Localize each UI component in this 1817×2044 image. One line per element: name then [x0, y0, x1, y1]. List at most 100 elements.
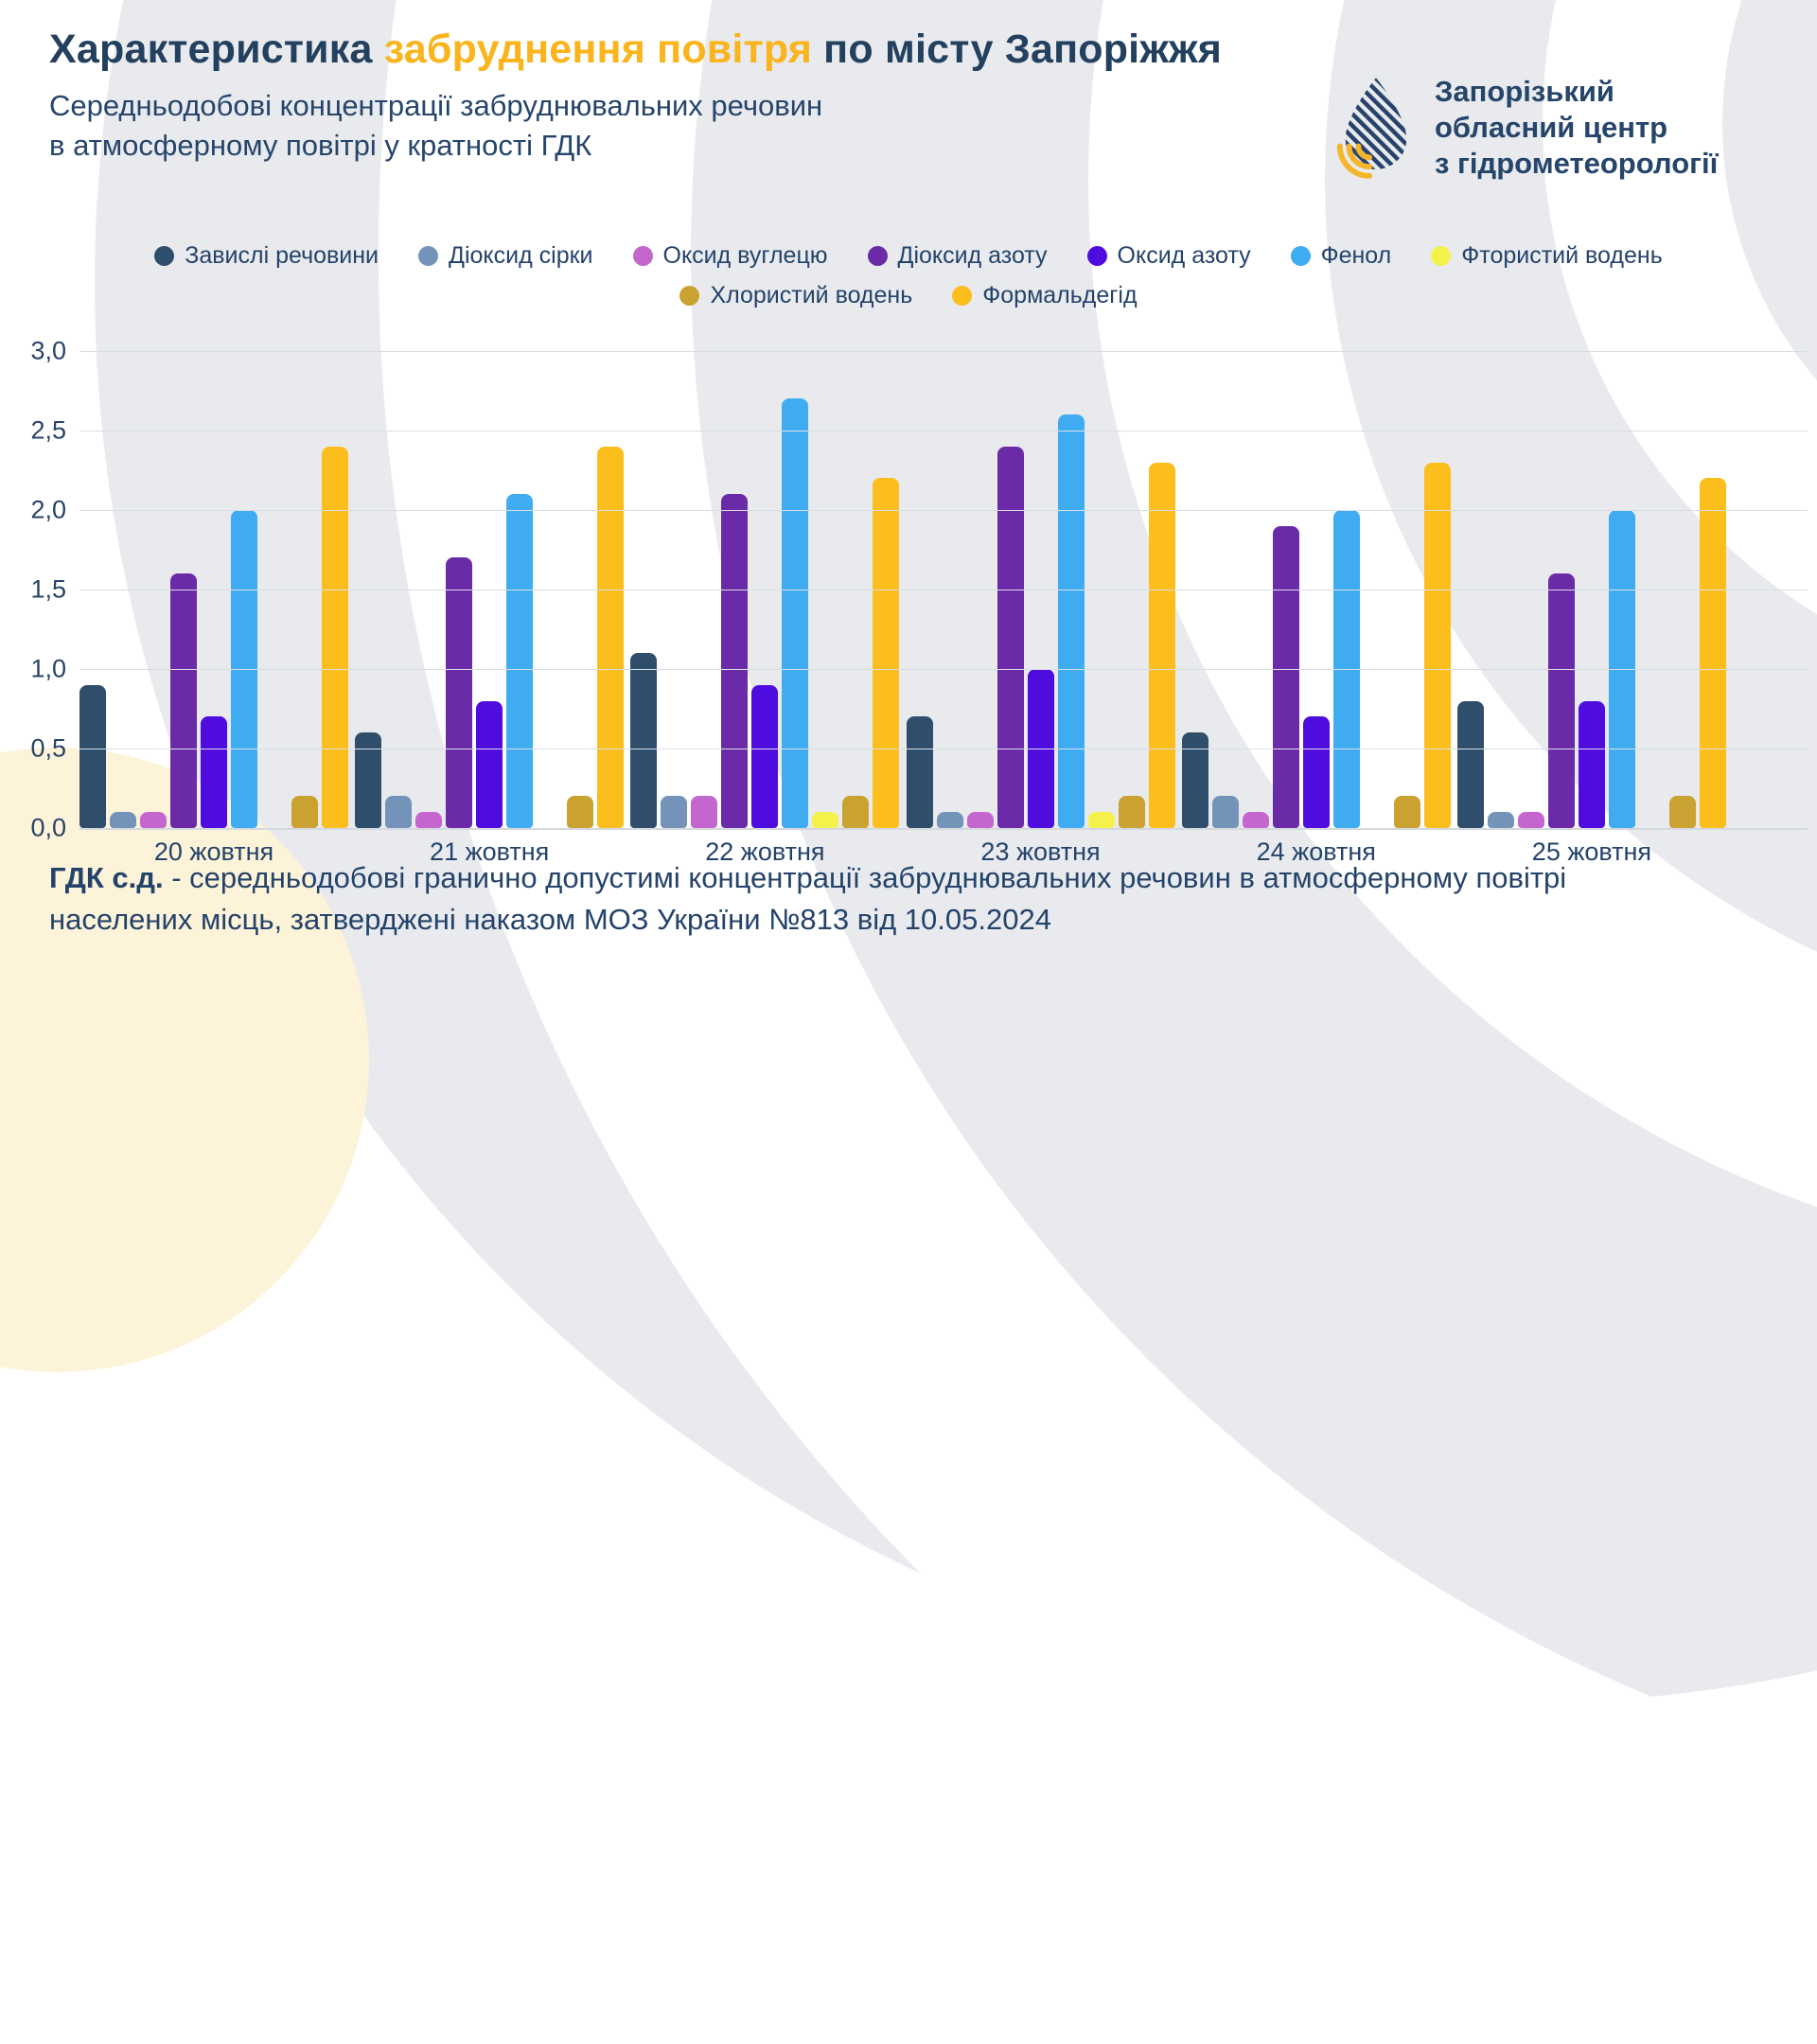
bar [936, 812, 963, 828]
bar [1547, 573, 1575, 828]
title-part1: Характеристика [49, 26, 384, 72]
legend-dot-icon [632, 246, 653, 266]
y-axis-tick-label: 1,0 [30, 654, 66, 683]
bar [721, 494, 749, 828]
bar [1272, 526, 1299, 828]
bar [1668, 796, 1696, 828]
legend-label: Хлористий водень [710, 282, 913, 308]
bar [567, 796, 594, 828]
bar [997, 447, 1024, 828]
bar [661, 796, 688, 828]
bar [506, 494, 534, 828]
org-logo: Запорізький обласний центр з гідрометеор… [1332, 74, 1718, 182]
y-axis: 3,0 2,5 2,0 1,5 1,0 0,5 0,0 [13, 337, 66, 842]
bar [355, 732, 382, 828]
bar [140, 812, 167, 828]
bar [906, 716, 933, 828]
chart-legend: Завислі речовини Діоксид сірки Оксид вугле… [0, 242, 1817, 309]
legend-dot-icon [1431, 246, 1452, 266]
y-axis-tick-label: 3,0 [30, 336, 66, 365]
page-title: Характеристика забруднення повітря по мі… [49, 26, 1222, 73]
bar [79, 685, 106, 828]
legend-row: Завислі речовини Діоксид сірки Оксид вугле… [154, 242, 1663, 270]
legend-dot-icon [679, 286, 700, 306]
bar [842, 796, 870, 828]
org-logo-text: Запорізький обласний центр з гідрометеор… [1435, 75, 1719, 181]
y-axis-tick-label: 0,5 [30, 733, 66, 763]
legend-item: Фтористий водень [1431, 242, 1663, 270]
bar [385, 796, 413, 828]
bar [1578, 701, 1605, 828]
legend-row: Хлористий водень Формальдегід [679, 282, 1138, 309]
bar [1118, 796, 1145, 828]
bar [1302, 716, 1330, 828]
y-axis-tick-label: 2,5 [30, 415, 66, 445]
legend-label: Формальдегід [982, 282, 1138, 308]
legend-label: Завислі речовини [185, 242, 379, 269]
legend-item: Фенол [1290, 242, 1392, 270]
bar [1456, 701, 1484, 828]
bar [1087, 812, 1115, 828]
legend-item: Діоксид азоту [867, 242, 1048, 270]
bar [1242, 812, 1269, 828]
bar [1487, 812, 1514, 828]
legend-dot-icon [154, 246, 175, 266]
legend-label: Фтористий водень [1461, 242, 1663, 269]
legend-label: Діоксид азоту [897, 242, 1048, 269]
legend-label: Оксид азоту [1117, 242, 1251, 269]
bar [1181, 732, 1208, 828]
y-axis-tick-label: 1,5 [30, 574, 66, 604]
bar [812, 812, 839, 828]
page-subtitle: Середньодобові концентрації забруднюваль… [49, 89, 823, 163]
legend-item: Оксид вуглецю [632, 242, 828, 270]
bar [966, 812, 994, 828]
bar [630, 653, 658, 828]
bar [201, 716, 227, 828]
bar [1057, 414, 1085, 828]
bar [110, 812, 136, 828]
legend-item: Хлористий водень [679, 282, 912, 309]
bar [322, 447, 348, 828]
bar [291, 796, 318, 828]
legend-item: Оксид азоту [1086, 242, 1251, 270]
bar [1699, 478, 1726, 828]
bar [415, 812, 443, 828]
legend-label: Діоксид сірки [449, 242, 593, 269]
bar [170, 573, 197, 828]
bar [782, 398, 809, 828]
gridline [79, 669, 1808, 670]
bar [691, 796, 718, 828]
bar [1211, 796, 1239, 828]
gridline [79, 431, 1808, 432]
x-axis-baseline [79, 828, 1808, 830]
bar [1517, 812, 1544, 828]
gridline [79, 351, 1808, 352]
footnote: ГДК с.д. - середньодобові гранично допус… [49, 857, 1701, 941]
footnote-text: - середньодобові гранично допустимі конц… [49, 861, 1567, 937]
bar [597, 447, 625, 828]
legend-label: Оксид вуглецю [662, 242, 828, 269]
y-axis-tick-label: 0,0 [30, 813, 66, 842]
bar [751, 685, 779, 828]
title-highlight: забруднення повітря [383, 26, 813, 72]
legend-dot-icon [418, 246, 439, 266]
legend-dot-icon [952, 286, 973, 306]
water-drop-logo-icon [1336, 78, 1407, 179]
bar [873, 478, 900, 828]
legend-label: Фенол [1320, 242, 1392, 269]
bar [1423, 463, 1451, 828]
bar [476, 701, 503, 828]
bar [1148, 463, 1175, 828]
title-part2: по місту Запоріжжя [812, 26, 1222, 72]
bar-chart-plot-area: 20 жовтня 21 жовтня 22 жовтня 23 жовтня 24 ж… [79, 351, 1808, 866]
y-axis-tick-label: 2,0 [30, 495, 66, 524]
legend-dot-icon [1086, 246, 1107, 266]
legend-item: Завислі речовини [154, 242, 379, 270]
footnote-term: ГДК с.д. [49, 861, 164, 894]
legend-dot-icon [867, 246, 888, 266]
legend-item: Діоксид сірки [418, 242, 593, 270]
bar [1393, 796, 1420, 828]
bar [446, 557, 473, 828]
gridline [79, 510, 1808, 511]
